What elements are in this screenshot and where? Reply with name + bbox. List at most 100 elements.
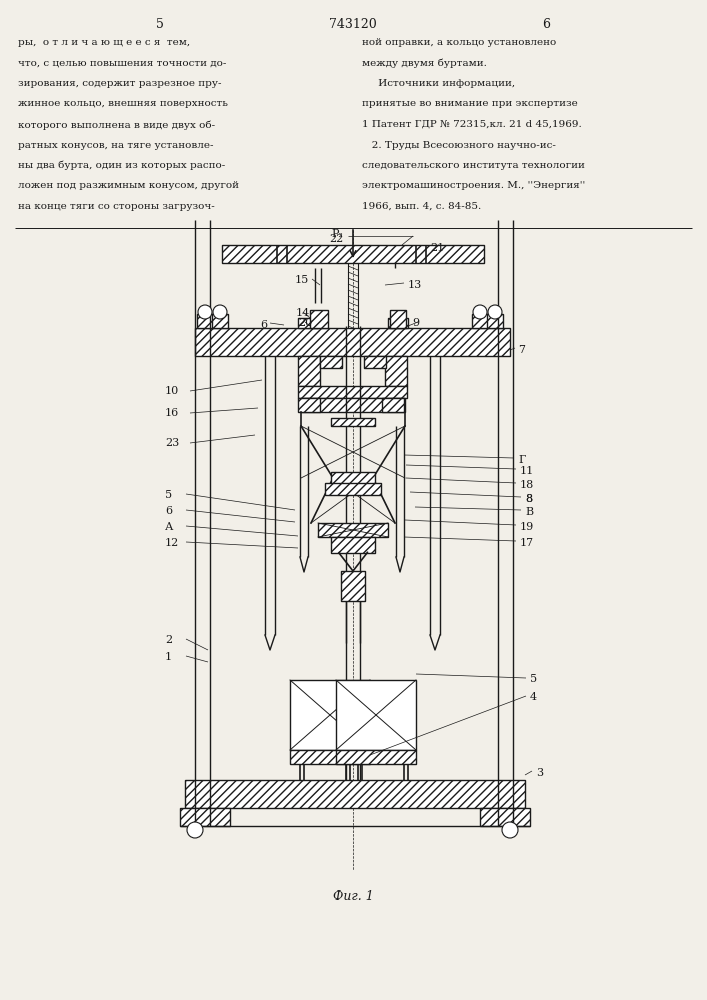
Bar [180, 808, 230, 826]
Bar [320, 356, 342, 368]
Circle shape [198, 305, 212, 319]
Text: 13: 13 [408, 280, 422, 290]
Bar [331, 472, 375, 484]
Bar [298, 386, 407, 398]
Text: следовательского института технологии: следовательского института технологии [362, 161, 585, 170]
Text: 20: 20 [298, 318, 312, 328]
Circle shape [213, 305, 227, 319]
Text: 15: 15 [295, 275, 309, 285]
Bar [298, 386, 407, 398]
Bar [318, 523, 388, 537]
Bar [185, 780, 525, 808]
Bar [331, 537, 375, 553]
Text: А: А [165, 522, 173, 532]
Bar [472, 314, 488, 328]
Text: 6: 6 [260, 320, 267, 330]
Circle shape [187, 822, 203, 838]
Bar [197, 314, 213, 328]
Text: 16: 16 [165, 408, 180, 418]
Bar [185, 780, 525, 808]
Bar [480, 808, 530, 826]
Bar [364, 356, 386, 368]
Bar [382, 398, 404, 412]
Text: 743120: 743120 [329, 18, 377, 31]
Text: 23: 23 [165, 438, 180, 448]
Text: ратных конусов, на тяге установле-: ратных конусов, на тяге установле- [18, 140, 214, 149]
Text: 5: 5 [156, 18, 164, 31]
Text: 1 Патент ГДР № 72315,кл. 21 d 45,1969.: 1 Патент ГДР № 72315,кл. 21 d 45,1969. [362, 120, 582, 129]
Bar [298, 398, 320, 412]
Text: 6: 6 [542, 18, 550, 31]
Text: 22: 22 [329, 234, 343, 244]
Text: Г: Г [518, 455, 525, 465]
Text: 8: 8 [525, 494, 532, 504]
Bar [388, 318, 408, 328]
Bar [388, 318, 408, 328]
Bar [480, 808, 530, 826]
Bar [197, 314, 213, 328]
Text: 2: 2 [165, 635, 172, 645]
Bar [390, 310, 406, 328]
Bar [487, 314, 503, 328]
Bar [382, 398, 404, 412]
Text: 7: 7 [518, 345, 525, 355]
Text: принятые во внимание при экспертизе: принятые во внимание при экспертизе [362, 100, 578, 108]
Bar [298, 318, 318, 328]
Text: 10: 10 [165, 386, 180, 396]
Bar [336, 750, 416, 764]
Bar [364, 356, 386, 368]
Bar [222, 245, 484, 263]
Text: 11: 11 [520, 466, 534, 476]
Bar [298, 356, 320, 386]
Bar [298, 356, 320, 386]
Bar [195, 328, 510, 356]
Text: жинное кольцо, внешняя поверхность: жинное кольцо, внешняя поверхность [18, 100, 228, 108]
Text: 12: 12 [165, 538, 180, 548]
Bar [222, 245, 484, 263]
Bar [325, 483, 381, 495]
Text: что, с целью повышения точности до-: что, с целью повышения точности до- [18, 58, 226, 68]
Text: 5: 5 [165, 490, 172, 500]
Bar [331, 472, 375, 484]
Text: электромашиностроения. М., ''Энергия'': электромашиностроения. М., ''Энергия'' [362, 182, 585, 190]
Text: которого выполнена в виде двух об-: которого выполнена в виде двух об- [18, 120, 215, 129]
Text: 2. Труды Всесоюзного научно-ис-: 2. Труды Всесоюзного научно-ис- [362, 140, 556, 149]
Bar [298, 398, 320, 412]
Bar [331, 537, 375, 553]
Bar [320, 356, 342, 368]
Bar [318, 523, 388, 537]
Bar [290, 750, 370, 764]
Text: 21: 21 [430, 243, 444, 253]
Text: Фиг. 1: Фиг. 1 [332, 890, 373, 903]
Text: 19: 19 [520, 522, 534, 532]
Text: ной оправки, а кольцо установлено: ной оправки, а кольцо установлено [362, 38, 556, 47]
Bar [341, 571, 365, 601]
Text: ны два бурта, один из которых распо-: ны два бурта, один из которых распо- [18, 161, 226, 170]
Bar [385, 356, 407, 386]
Bar [336, 680, 416, 750]
Text: В: В [525, 507, 533, 517]
Text: 5: 5 [530, 674, 537, 684]
Bar [290, 680, 370, 750]
Bar [331, 418, 375, 426]
Text: 1966, вып. 4, с. 84-85.: 1966, вып. 4, с. 84-85. [362, 202, 481, 211]
Text: Источники информации,: Источники информации, [362, 79, 515, 88]
Text: 4: 4 [530, 692, 537, 702]
Bar [487, 314, 503, 328]
Text: P₂: P₂ [331, 229, 343, 239]
Text: ложен под разжимным конусом, другой: ложен под разжимным конусом, другой [18, 182, 239, 190]
Text: между двумя буртами.: между двумя буртами. [362, 58, 487, 68]
Text: на конце тяги со стороны загрузоч-: на конце тяги со стороны загрузоч- [18, 202, 215, 211]
Bar [195, 328, 510, 356]
Bar [385, 356, 407, 386]
Bar [298, 318, 318, 328]
Text: 17: 17 [520, 538, 534, 548]
Bar [212, 314, 228, 328]
Bar [331, 418, 375, 426]
Circle shape [488, 305, 502, 319]
Text: 14: 14 [296, 308, 310, 318]
Bar [310, 310, 328, 328]
Circle shape [473, 305, 487, 319]
Bar [301, 398, 405, 412]
Bar [290, 750, 370, 764]
